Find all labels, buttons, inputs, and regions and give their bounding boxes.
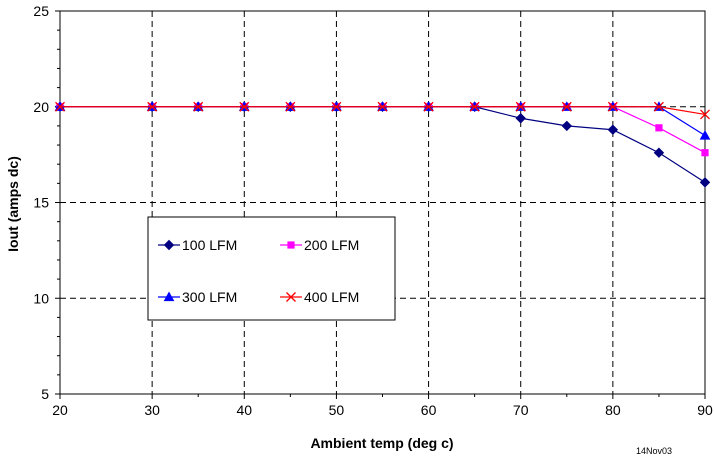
y-tick-label: 15: [33, 195, 49, 211]
x-marker: [423, 101, 434, 112]
series-line: [60, 106, 706, 116]
x-marker: [607, 101, 618, 112]
y-axis-title: Iout (amps dc): [5, 156, 21, 252]
x-marker-stroke: [377, 101, 388, 112]
square-marker: [655, 124, 663, 132]
x-marker-stroke: [286, 292, 296, 302]
x-marker-stroke: [147, 101, 158, 112]
x-marker: [285, 101, 296, 112]
x-marker: [515, 101, 526, 112]
legend-item: 300 LFM: [158, 289, 237, 305]
x-marker: [561, 101, 572, 112]
x-tick-label: 90: [697, 402, 713, 418]
legend-label: 200 LFM: [304, 237, 359, 253]
square-marker: [701, 149, 709, 157]
x-tick-label: 40: [236, 402, 252, 418]
x-marker-stroke: [331, 101, 342, 112]
diamond-marker: [607, 124, 619, 135]
series-line: [60, 106, 706, 183]
grid-lines: [60, 11, 705, 394]
x-marker: [377, 101, 388, 112]
y-tick-label: 5: [41, 386, 49, 402]
diamond-marker: [653, 147, 665, 158]
diamond-marker: [515, 113, 526, 124]
x-marker-stroke: [55, 101, 65, 112]
x-marker-stroke: [285, 101, 296, 112]
triangle-marker: [699, 129, 711, 140]
legend-label: 300 LFM: [182, 289, 237, 305]
x-tick-label: 50: [329, 402, 345, 418]
x-marker-stroke: [423, 101, 434, 112]
diamond-marker: [561, 120, 572, 132]
x-marker: [55, 101, 65, 112]
x-marker-stroke: [193, 101, 204, 112]
square-marker: [287, 241, 295, 249]
legend-box: [147, 216, 396, 321]
legend-item: 200 LFM: [280, 237, 359, 253]
y-tick-label: 20: [33, 99, 49, 115]
x-marker: [193, 101, 204, 112]
x-marker: [700, 109, 710, 120]
x-tick-label: 30: [144, 402, 160, 418]
x-marker: [469, 101, 480, 112]
x-axis-title: Ambient temp (deg c): [310, 435, 453, 451]
x-marker: [286, 292, 296, 302]
series-100-lfm: [54, 101, 711, 188]
x-marker-stroke: [561, 101, 572, 112]
legend-label: 400 LFM: [304, 289, 359, 305]
diamond-marker: [699, 177, 711, 188]
x-marker-stroke: [515, 101, 526, 112]
x-tick-label: 20: [52, 402, 68, 418]
diamond-marker: [163, 239, 175, 251]
x-marker-stroke: [469, 101, 480, 112]
y-tick-label: 25: [33, 3, 49, 19]
x-marker: [239, 101, 250, 112]
legend-label: 100 LFM: [182, 237, 237, 253]
axes: 20 30 40 50 60 70 80 90 5 10 15 20 25: [33, 3, 713, 418]
x-marker-stroke: [700, 109, 710, 120]
x-marker-stroke: [239, 101, 250, 112]
x-marker: [147, 101, 158, 112]
x-tick-label: 70: [513, 402, 529, 418]
series-layer: [54, 101, 711, 188]
x-marker-stroke: [607, 101, 618, 112]
series-400-lfm: [55, 101, 710, 120]
legend-item: 400 LFM: [280, 289, 359, 305]
triangle-marker: [163, 291, 175, 302]
legend: 100 LFM 200 LFM 300 LFM 400 LFM: [147, 216, 396, 321]
date-stamp: 14Nov03: [636, 446, 672, 456]
y-tick-label: 10: [33, 290, 49, 306]
x-tick-label: 80: [605, 402, 621, 418]
legend-item: 100 LFM: [158, 237, 237, 253]
x-tick-label: 60: [421, 402, 437, 418]
x-marker: [653, 101, 664, 112]
legend-items: 100 LFM 200 LFM 300 LFM 400 LFM: [158, 237, 359, 305]
x-marker: [331, 101, 342, 112]
x-marker-stroke: [653, 101, 664, 112]
